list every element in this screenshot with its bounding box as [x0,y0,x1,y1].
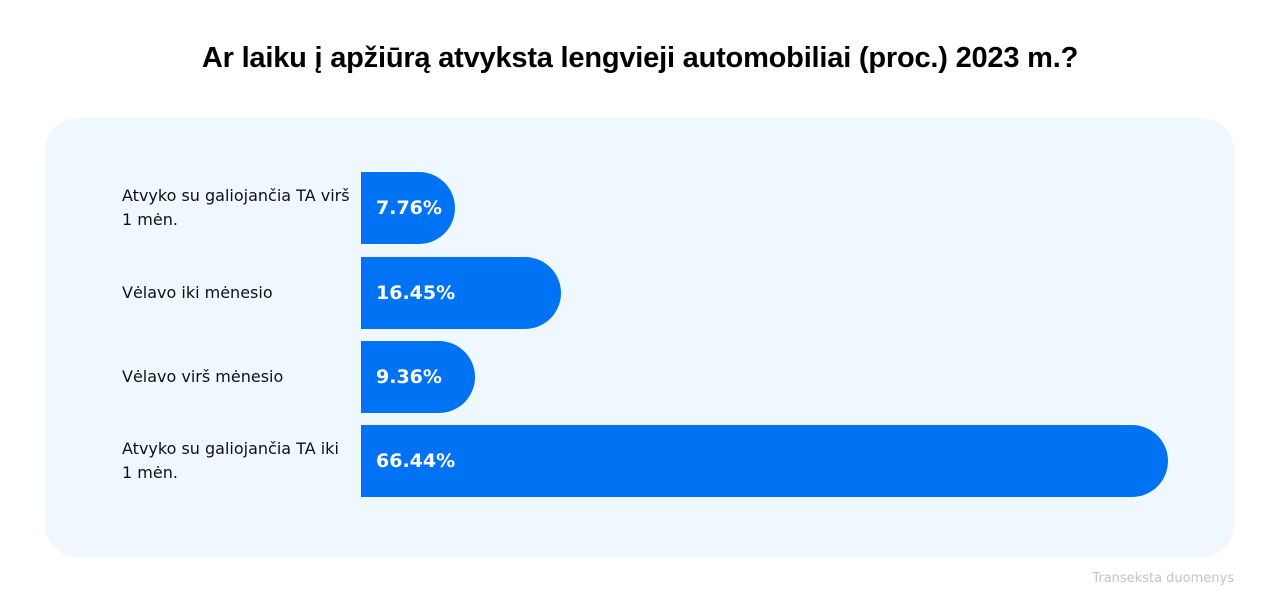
bar: 16.45% [361,257,561,329]
chart-title: Ar laiku į apžiūrą atvyksta lengvieji au… [201,42,1079,74]
bar-value-label: 7.76% [376,197,442,219]
source-note: Transeksta duomenys [1092,571,1234,586]
bar-row: Vėlavo virš mėnesio 9.36% [45,341,1234,413]
bar-value-label: 9.36% [376,366,442,388]
bar-value-label: 16.45% [376,282,456,304]
bar-label: Atvyko su galiojančia TA iki 1 mėn. [122,439,339,482]
bar-row: Atvyko su galiojančia TA virš 1 mėn. 7.7… [45,172,1234,244]
chart-panel: Atvyko su galiojančia TA virš 1 mėn. 7.7… [45,118,1234,557]
bar: 7.76% [361,172,456,244]
bar-label: Atvyko su galiojančia TA virš 1 mėn. [122,186,350,229]
bar: 66.44% [361,425,1169,497]
bar-value-label: 66.44% [376,450,456,472]
bar-label: Vėlavo iki mėnesio [122,283,273,302]
bar-row: Atvyko su galiojančia TA iki 1 mėn. 66.4… [45,425,1234,497]
bar: 9.36% [361,341,475,413]
bar-row: Vėlavo iki mėnesio 16.45% [45,257,1234,329]
bar-label: Vėlavo virš mėnesio [122,367,284,386]
